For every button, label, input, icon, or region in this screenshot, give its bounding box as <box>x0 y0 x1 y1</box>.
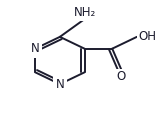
Text: N: N <box>31 42 40 55</box>
Text: N: N <box>56 78 64 91</box>
Text: OH: OH <box>138 30 156 43</box>
Text: NH₂: NH₂ <box>73 6 96 19</box>
Text: O: O <box>117 70 126 83</box>
